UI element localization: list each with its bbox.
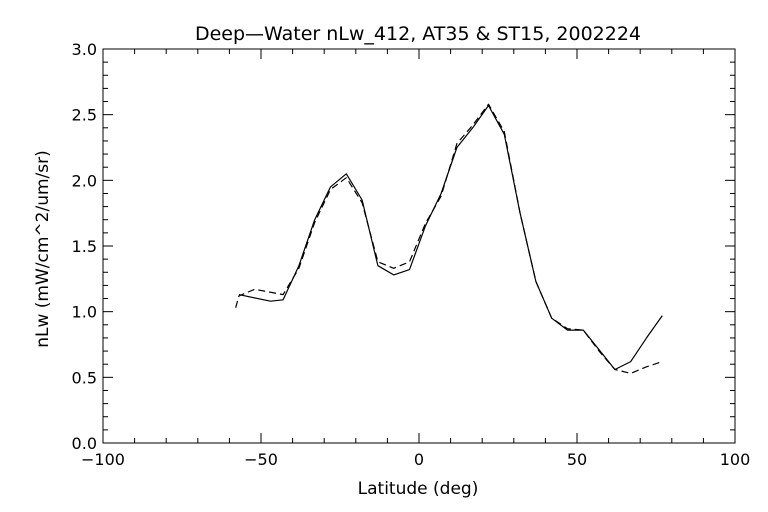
y-tick-label: 1.0: [72, 303, 97, 322]
series-line-solid: [238, 104, 663, 371]
y-tick-label: 2.0: [72, 171, 97, 190]
x-axis-ticks: −100 −50 0 50 100: [81, 49, 750, 469]
series-layer: [235, 103, 663, 374]
x-tick-label: 50: [567, 450, 587, 469]
y-tick-label: 0.5: [72, 368, 97, 387]
x-tick-label: −100: [81, 450, 125, 469]
y-tick-label: 3.0: [72, 40, 97, 59]
y-axis-ticks: 0.0 0.5 1.0 1.5 2.0 2.5 3.0: [72, 40, 735, 453]
y-tick-label: 0.0: [72, 434, 97, 453]
series-line-dashed: [235, 103, 663, 374]
y-axis-label: nLw (mW/cm^2/um/sr): [33, 150, 53, 348]
x-axis-label: Latitude (deg): [358, 479, 479, 499]
x-tick-label: 0: [414, 450, 424, 469]
plot-frame: [102, 48, 736, 444]
x-tick-label: −50: [244, 450, 278, 469]
x-tick-label: 100: [720, 450, 751, 469]
chart-title: Deep—Water nLw_412, AT35 & ST15, 2002224: [195, 23, 641, 45]
y-tick-label: 2.5: [72, 106, 97, 125]
y-tick-label: 1.5: [72, 237, 97, 256]
